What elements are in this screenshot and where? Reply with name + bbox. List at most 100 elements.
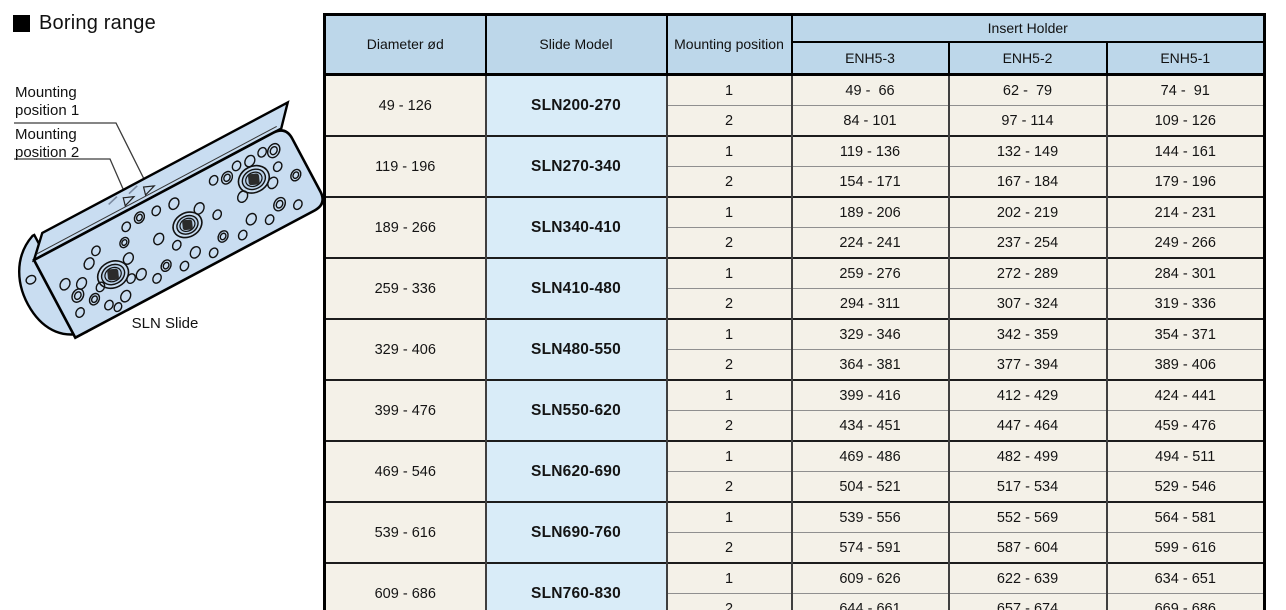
boring-range-table-wrap: Diameter ød Slide Model Mounting positio…	[323, 13, 1266, 610]
slide-model-cell: SLN270-340	[484, 135, 668, 198]
mounting-position-cell: 1	[665, 73, 793, 106]
enh5-2-range-cell: 552 - 569	[947, 501, 1108, 533]
mounting-position-2-label: Mounting position 2	[15, 126, 80, 161]
enh5-1-range-cell: 284 - 301	[1105, 257, 1266, 289]
diameter-cell: 49 - 126	[323, 73, 487, 137]
table-row: 2 154 - 171 167 - 184 179 - 196	[325, 166, 1266, 198]
enh5-3-range-cell: 224 - 241	[790, 227, 950, 259]
slide-model-cell: SLN480-550	[484, 318, 668, 381]
mounting-position-cell: 1	[665, 562, 793, 594]
enh5-3-range-cell: 469 - 486	[790, 440, 950, 472]
enh5-1-range-cell: 319 - 336	[1105, 288, 1266, 320]
mounting-position-cell: 2	[665, 593, 793, 610]
enh5-2-range-cell: 587 - 604	[947, 532, 1108, 564]
clamp-bores	[96, 164, 271, 290]
mounting-position-cell: 2	[665, 349, 793, 381]
enh5-3-range-cell: 189 - 206	[790, 196, 950, 228]
mounting-position-1-label: Mounting position 1	[15, 84, 80, 119]
enh5-2-range-cell: 237 - 254	[947, 227, 1108, 259]
slide-model-cell: SLN410-480	[484, 257, 668, 320]
header-enh5-3: ENH5-3	[790, 41, 950, 76]
enh5-2-range-cell: 62 - 79	[947, 73, 1108, 106]
enh5-3-range-cell: 539 - 556	[790, 501, 950, 533]
table-row: 2 294 - 311 307 - 324 319 - 336	[325, 288, 1266, 320]
slide-model-cell: SLN690-760	[484, 501, 668, 564]
header-enh5-2: ENH5-2	[947, 41, 1108, 76]
table-body: 49 - 126 SLN200-270 1 49 - 66 62 - 79 74 - 91…	[323, 73, 1266, 610]
mounting-position-cell: 1	[665, 318, 793, 350]
enh5-3-range-cell: 329 - 346	[790, 318, 950, 350]
enh5-2-range-cell: 202 - 219	[947, 196, 1108, 228]
table-row: 2 84 - 101 97 - 114 109 - 126	[325, 105, 1266, 137]
header-insert-holder: Insert Holder	[790, 13, 1266, 43]
section-title: Boring range	[13, 12, 156, 35]
enh5-3-range-cell: 434 - 451	[790, 410, 950, 442]
header-mounting-position: Mounting position	[665, 13, 793, 76]
enh5-3-range-cell: 609 - 626	[790, 562, 950, 594]
enh5-1-range-cell: 634 - 651	[1105, 562, 1266, 594]
slide-caption: SLN Slide	[131, 315, 199, 332]
mounting-position-cell: 1	[665, 135, 793, 167]
table-row: 2 644 - 661 657 - 674 669 - 686	[325, 593, 1266, 610]
mounting-position-cell: 2	[665, 288, 793, 320]
mounting-position-cell: 1	[665, 257, 793, 289]
diameter-cell: 399 - 476	[323, 379, 487, 442]
enh5-2-range-cell: 377 - 394	[947, 349, 1108, 381]
table-row: 189 - 266 SLN340-410 1 189 - 206 202 - 219 21…	[323, 196, 1266, 259]
enh5-3-range-cell: 49 - 66	[790, 73, 950, 106]
enh5-1-range-cell: 249 - 266	[1105, 227, 1266, 259]
enh5-2-range-cell: 657 - 674	[947, 593, 1108, 610]
enh5-2-range-cell: 412 - 429	[947, 379, 1108, 411]
enh5-1-range-cell: 214 - 231	[1105, 196, 1266, 228]
mounting-marker-1-icon	[142, 185, 156, 197]
enh5-2-range-cell: 447 - 464	[947, 410, 1108, 442]
enh5-3-range-cell: 84 - 101	[790, 105, 950, 137]
enh5-2-range-cell: 132 - 149	[947, 135, 1108, 167]
enh5-1-range-cell: 424 - 441	[1105, 379, 1266, 411]
enh5-3-range-cell: 119 - 136	[790, 135, 950, 167]
table-row: 2 224 - 241 237 - 254 249 - 266	[325, 227, 1266, 259]
slide-model-cell: SLN760-830	[484, 562, 668, 610]
table-row: 49 - 126 SLN200-270 1 49 - 66 62 - 79 74 - 91	[323, 73, 1266, 137]
diameter-cell: 329 - 406	[323, 318, 487, 381]
enh5-1-range-cell: 179 - 196	[1105, 166, 1266, 198]
mounting-position-cell: 2	[665, 532, 793, 564]
slide-model-cell: SLN620-690	[484, 440, 668, 503]
table-row: 2 364 - 381 377 - 394 389 - 406	[325, 349, 1266, 381]
enh5-2-range-cell: 622 - 639	[947, 562, 1108, 594]
header-enh5-1: ENH5-1	[1105, 41, 1266, 76]
enh5-2-range-cell: 97 - 114	[947, 105, 1108, 137]
section-marker-icon	[13, 15, 30, 32]
section-title-text: Boring range	[39, 12, 156, 34]
mounting-position-cell: 1	[665, 196, 793, 228]
enh5-1-range-cell: 494 - 511	[1105, 440, 1266, 472]
mounting-position-cell: 1	[665, 440, 793, 472]
mounting-position-cell: 2	[665, 410, 793, 442]
diameter-cell: 539 - 616	[323, 501, 487, 564]
enh5-1-range-cell: 459 - 476	[1105, 410, 1266, 442]
enh5-2-range-cell: 167 - 184	[947, 166, 1108, 198]
diameter-cell: 469 - 546	[323, 440, 487, 503]
table-row: 2 574 - 591 587 - 604 599 - 616	[325, 532, 1266, 564]
diameter-cell: 189 - 266	[323, 196, 487, 259]
enh5-2-range-cell: 517 - 534	[947, 471, 1108, 503]
table-row: 609 - 686 SLN760-830 1 609 - 626 622 - 639 63…	[323, 562, 1266, 610]
enh5-3-range-cell: 154 - 171	[790, 166, 950, 198]
enh5-2-range-cell: 342 - 359	[947, 318, 1108, 350]
slide-model-cell: SLN550-620	[484, 379, 668, 442]
table-row: 399 - 476 SLN550-620 1 399 - 416 412 - 429 42…	[323, 379, 1266, 442]
enh5-1-range-cell: 529 - 546	[1105, 471, 1266, 503]
enh5-2-range-cell: 307 - 324	[947, 288, 1108, 320]
enh5-3-range-cell: 294 - 311	[790, 288, 950, 320]
enh5-1-range-cell: 564 - 581	[1105, 501, 1266, 533]
mounting-position-cell: 2	[665, 105, 793, 137]
enh5-2-range-cell: 272 - 289	[947, 257, 1108, 289]
diameter-cell: 609 - 686	[323, 562, 487, 610]
slide-body	[17, 100, 324, 340]
header-diameter: Diameter ød	[323, 13, 487, 76]
enh5-3-range-cell: 259 - 276	[790, 257, 950, 289]
enh5-1-range-cell: 389 - 406	[1105, 349, 1266, 381]
enh5-1-range-cell: 669 - 686	[1105, 593, 1266, 610]
mounting-position-cell: 2	[665, 166, 793, 198]
